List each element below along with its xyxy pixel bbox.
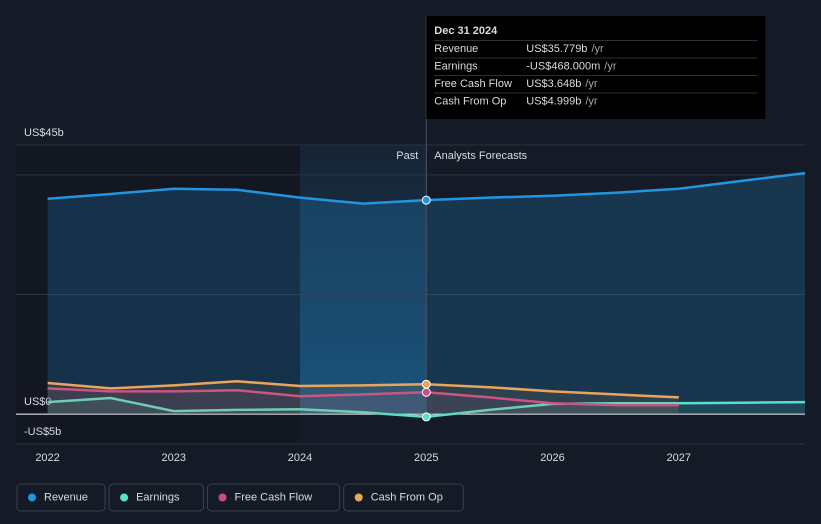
x-tick-label: 2023 (162, 452, 186, 464)
series-line (47, 379, 679, 399)
legend-item[interactable]: Cash From Op (343, 483, 464, 512)
tooltip-label: Revenue (434, 43, 478, 55)
legend-label: Cash From Op (371, 491, 443, 503)
tooltip-value: US$35.779b/yr (526, 43, 604, 55)
tooltip-label: Earnings (434, 60, 478, 72)
tooltip-value: -US$468.000m/yr (526, 60, 617, 72)
x-tick-label: 2027 (667, 452, 691, 464)
hover-marker (421, 412, 431, 422)
legend-label: Free Cash Flow (235, 491, 313, 503)
tooltip-value-text: US$35.779b (526, 43, 587, 55)
legend-label: Revenue (44, 491, 88, 503)
tooltip-value: US$3.648b/yr (526, 78, 598, 90)
tooltip-unit: /yr (585, 78, 598, 90)
legend-item[interactable]: Earnings (108, 483, 204, 512)
hover-marker (421, 379, 431, 389)
y-tick-label: US$0 (24, 396, 52, 408)
tooltip-value-text: US$4.999b (526, 95, 581, 107)
tooltip-value: US$4.999b/yr (526, 95, 598, 107)
y-tick-label: US$45b (24, 127, 64, 139)
tooltip-value-text: US$3.648b (526, 78, 581, 90)
tooltip-box (426, 16, 766, 119)
tooltip-value-text: -US$468.000m (526, 60, 600, 72)
legend-item[interactable]: Free Cash Flow (207, 483, 341, 512)
tooltip-unit: /yr (591, 43, 604, 55)
x-tick-label: 2026 (540, 452, 564, 464)
tooltip-date: Dec 31 2024 (434, 25, 498, 37)
series-area (47, 388, 679, 415)
legend-box[interactable] (16, 483, 106, 512)
series-area (47, 398, 806, 417)
legend-swatch (28, 493, 36, 502)
tooltip-unit: /yr (585, 95, 598, 107)
legend-box[interactable] (343, 483, 464, 512)
legend-box[interactable] (207, 483, 341, 512)
legend-swatch (120, 493, 129, 502)
hover-marker (421, 195, 431, 205)
legend-label: Earnings (136, 491, 180, 503)
x-tick-label: 2024 (288, 452, 312, 464)
forecast-label: Analysts Forecasts (434, 150, 527, 162)
tooltip-label: Free Cash Flow (434, 78, 512, 90)
past-label: Past (396, 150, 418, 162)
tooltip-unit: /yr (604, 60, 617, 72)
legend-item[interactable]: Revenue (16, 483, 106, 512)
y-tick-label: -US$5b (24, 426, 61, 438)
x-tick-label: 2025 (414, 452, 438, 464)
legend-swatch (354, 493, 363, 502)
hover-marker (421, 387, 431, 397)
x-tick-label: 2022 (35, 452, 59, 464)
tooltip-label: Cash From Op (434, 95, 506, 107)
legend-box[interactable] (108, 483, 204, 512)
series-line (47, 387, 679, 407)
past-region (300, 145, 427, 415)
legend-swatch (218, 493, 227, 502)
